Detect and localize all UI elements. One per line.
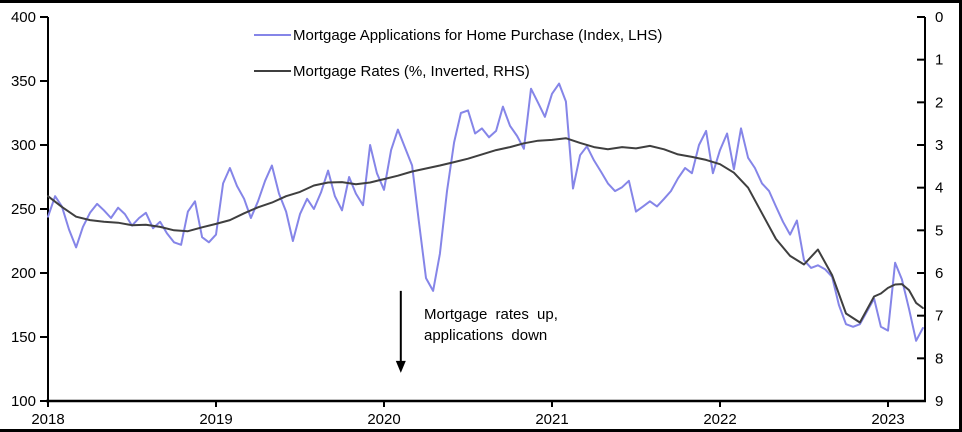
right-axis-tick-label: 8 bbox=[935, 350, 943, 367]
right-axis-tick-label: 3 bbox=[935, 137, 943, 154]
legend-label-rates: Mortgage Rates (%, Inverted, RHS) bbox=[293, 62, 530, 80]
left-axis-tick-label: 400 bbox=[11, 9, 36, 26]
left-axis-tick-label: 250 bbox=[11, 201, 36, 218]
legend-label-applications: Mortgage Applications for Home Purchase … bbox=[293, 26, 663, 44]
left-axis-tick-label: 200 bbox=[11, 265, 36, 282]
left-axis-tick-label: 300 bbox=[11, 137, 36, 154]
chart-svg: 400 350 300 250 200 150 100 0 1 2 3 4 5 6 7 8 9 2018 2019 2… bbox=[11, 9, 943, 428]
x-axis-tick-label: 2023 bbox=[871, 411, 904, 428]
series-line-applications bbox=[47, 82, 924, 342]
series-line-rates bbox=[47, 137, 924, 324]
x-axis-tick-label: 2018 bbox=[31, 411, 64, 428]
legend: Mortgage Applications for Home Purchase … bbox=[254, 17, 662, 89]
legend-swatch-rates bbox=[254, 70, 291, 72]
right-axis-tick-label: 0 bbox=[935, 9, 943, 26]
left-axis-tick-label: 350 bbox=[11, 73, 36, 90]
x-axis-tick-label: 2022 bbox=[703, 411, 736, 428]
annotation-line-1: Mortgage rates up, bbox=[424, 306, 558, 323]
left-axis-tick-label: 100 bbox=[11, 393, 36, 410]
right-axis-tick-label: 9 bbox=[935, 393, 943, 410]
annotation-arrow-head bbox=[395, 360, 406, 373]
right-axis-tick-label: 2 bbox=[935, 94, 943, 111]
right-axis-tick-label: 4 bbox=[935, 180, 943, 197]
right-axis-tick-label: 6 bbox=[935, 265, 943, 282]
annotation-text: Mortgage rates up, applications down bbox=[424, 304, 558, 346]
annotation-line-2: applications down bbox=[424, 327, 548, 344]
legend-item-applications: Mortgage Applications for Home Purchase … bbox=[254, 17, 662, 53]
legend-swatch-applications bbox=[254, 34, 291, 36]
left-axis-tick-label: 150 bbox=[11, 329, 36, 346]
x-axis-tick-label: 2021 bbox=[535, 411, 568, 428]
right-axis-tick-label: 1 bbox=[935, 52, 943, 69]
right-axis-tick-label: 7 bbox=[935, 308, 943, 325]
x-axis-tick-label: 2020 bbox=[367, 411, 400, 428]
x-axis-tick-label: 2019 bbox=[199, 411, 232, 428]
right-axis-tick-label: 5 bbox=[935, 222, 943, 239]
legend-item-rates: Mortgage Rates (%, Inverted, RHS) bbox=[254, 53, 662, 89]
